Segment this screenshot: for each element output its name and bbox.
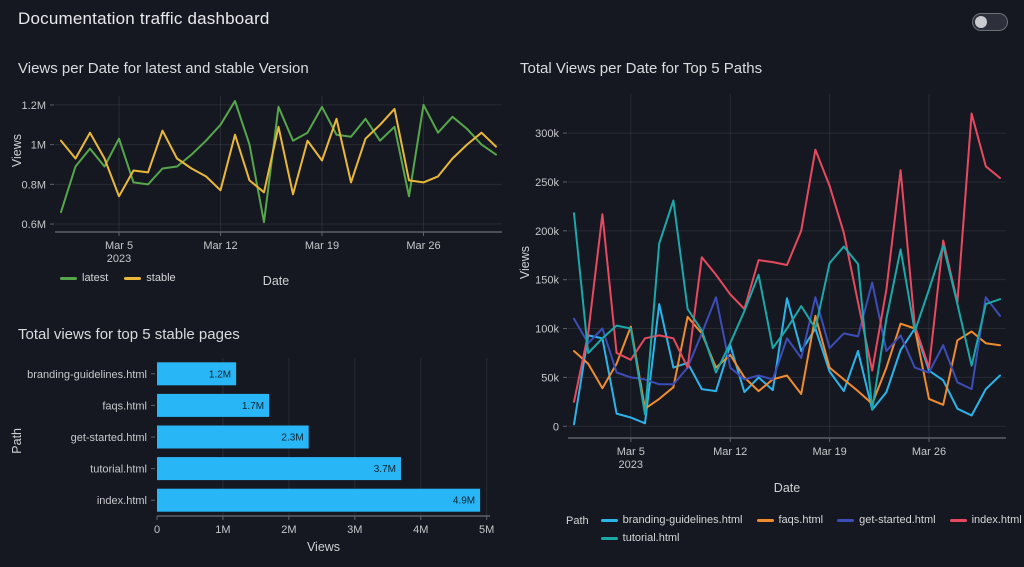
svg-text:Mar 26: Mar 26 [912,446,946,458]
svg-text:50k: 50k [541,372,559,384]
svg-text:0.6M: 0.6M [22,219,46,231]
legend-label-tutorial: tutorial.html [622,532,680,544]
paths-chart-title: Total Views per Date for Top 5 Paths [520,60,763,77]
versions-legend: latest stable [60,272,192,284]
svg-text:2.3M: 2.3M [281,433,303,444]
legend-item-stable[interactable]: stable [124,272,176,284]
legend-label-get-started: get-started.html [859,514,936,526]
svg-text:Mar 5: Mar 5 [105,240,133,252]
svg-text:2023: 2023 [619,459,643,471]
svg-text:2023: 2023 [107,253,131,265]
pages-chart-title: Total views for top 5 stable pages [18,326,240,343]
svg-text:0: 0 [553,421,559,433]
svg-text:faqs.html: faqs.html [102,400,147,412]
svg-text:Mar 12: Mar 12 [203,240,237,252]
stable-series-swatch-icon [124,276,142,280]
svg-text:tutorial.html: tutorial.html [90,464,147,476]
svg-text:branding-guidelines.html: branding-guidelines.html [27,369,147,381]
svg-text:index.html: index.html [97,495,147,507]
svg-text:4.9M: 4.9M [453,496,475,507]
legend-label-index: index.html [971,514,1022,526]
legend-label-branding-guidelines: branding-guidelines.html [622,514,743,526]
svg-text:1.7M: 1.7M [242,401,264,412]
pages-bar-chart[interactable]: 0 1M 2M 3M 4M 5M 1.2M branding-guidelines.html 1… [10,350,510,540]
versions-chart-panel: Views 0.6M 0.8M 1M 1.2M Mar 5 2023 Mar 12 Mar 1… [10,86,510,296]
svg-text:3M: 3M [347,524,362,536]
svg-text:0: 0 [154,524,160,536]
svg-text:1.2M: 1.2M [22,100,46,112]
svg-text:Mar 12: Mar 12 [713,446,747,458]
svg-text:Mar 26: Mar 26 [406,240,440,252]
legend-item-tutorial[interactable]: tutorial.html [600,532,680,544]
paths-y-axis-title: Views [518,246,532,280]
versions-y-axis-title: Views [10,134,24,168]
svg-text:5M: 5M [479,524,494,536]
page-title: Documentation traffic dashboard [18,9,270,28]
svg-text:1M: 1M [215,524,230,536]
legend-item-faqs[interactable]: faqs.html [756,514,824,526]
latest-series-swatch-icon [60,276,77,280]
paths-legend-title: Path [566,515,589,527]
legend-item-index[interactable]: index.html [949,514,1022,526]
legend-label-latest: latest [82,272,109,284]
tutorial-swatch-icon [600,536,618,540]
svg-text:Mar 19: Mar 19 [305,240,339,252]
paths-legend: Path branding-guidelines.html faqs.html … [566,514,1024,544]
versions-x-axis-title: Date [262,274,290,288]
get-started-swatch-icon [837,518,855,522]
pages-x-axis-title: Views [306,540,341,554]
paths-chart-panel: Views 0 50k 100k 150k 200k 250k 300k Mar 5 2023 M… [512,86,1022,561]
svg-text:4M: 4M [413,524,428,536]
svg-text:0.8M: 0.8M [22,179,46,191]
branding-guidelines-swatch-icon [600,518,618,522]
svg-text:1M: 1M [31,140,46,152]
legend-label-stable: stable [146,272,176,284]
index-swatch-icon [949,518,967,522]
legend-label-faqs: faqs.html [778,514,824,526]
pages-chart-panel: Path 0 1M 2M 3M 4M 5M 1.2M branding-guidelines.… [10,350,510,562]
svg-text:150k: 150k [535,275,559,287]
svg-text:200k: 200k [535,226,559,238]
svg-text:1.2M: 1.2M [209,369,231,380]
toggle-knob-icon [975,15,987,28]
legend-item-branding-guidelines[interactable]: branding-guidelines.html [600,514,743,526]
pages-y-axis-title: Path [10,428,24,454]
svg-text:Mar 19: Mar 19 [812,446,846,458]
legend-item-latest[interactable]: latest [60,272,108,284]
svg-text:100k: 100k [535,324,559,336]
paths-legend-items: branding-guidelines.html faqs.html get-s… [600,514,1024,544]
legend-item-get-started[interactable]: get-started.html [837,514,936,526]
svg-text:Mar 5: Mar 5 [617,446,645,458]
paths-x-axis-title: Date [773,481,801,495]
versions-chart-title: Views per Date for latest and stable Ver… [18,60,309,77]
faqs-swatch-icon [756,518,774,522]
svg-text:get-started.html: get-started.html [71,432,147,444]
theme-toggle[interactable] [972,13,1008,31]
svg-text:300k: 300k [535,128,559,140]
svg-text:2M: 2M [281,524,296,536]
svg-text:3.7M: 3.7M [374,464,396,475]
svg-text:250k: 250k [535,177,559,189]
